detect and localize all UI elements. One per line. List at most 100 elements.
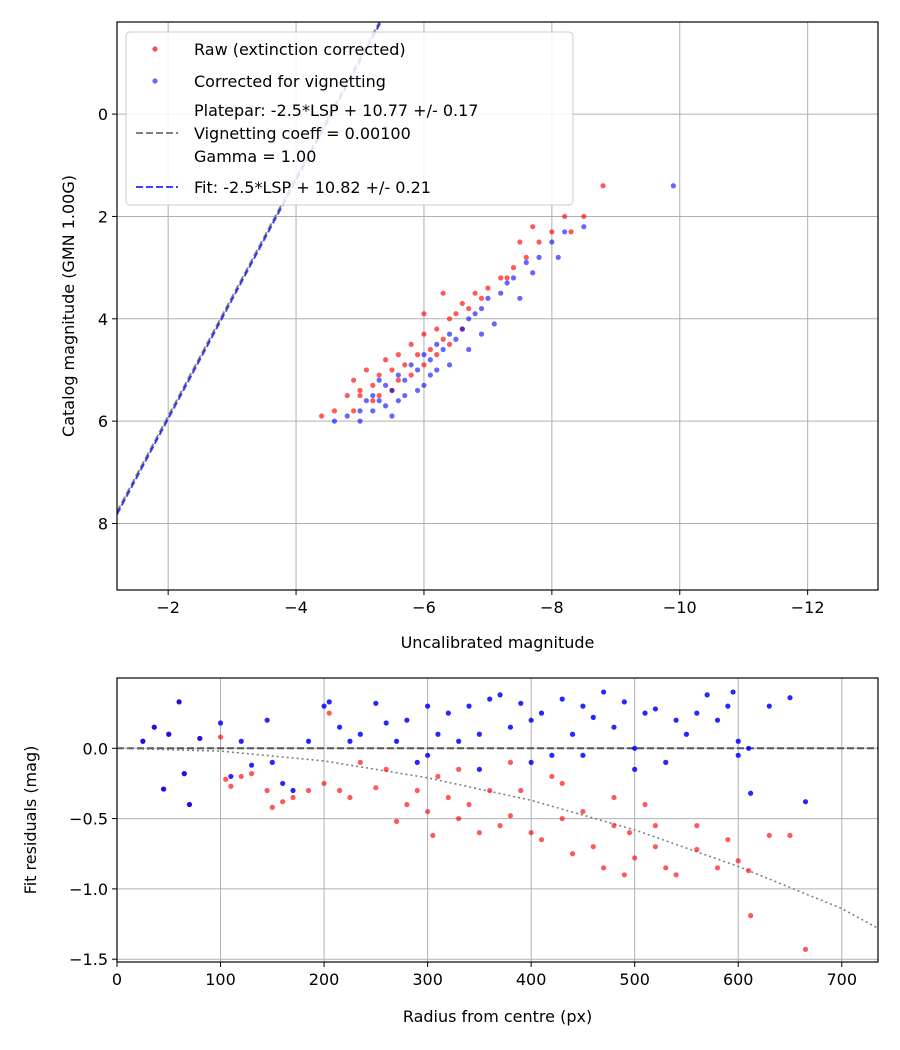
data-point (373, 700, 379, 706)
data-point (414, 352, 421, 358)
x-tick-label: 400 (516, 970, 547, 989)
data-point (446, 341, 453, 347)
data-point (264, 717, 270, 723)
x-tick-label: 300 (412, 970, 443, 989)
data-point (408, 372, 414, 378)
data-point (414, 759, 420, 765)
data-point (504, 280, 510, 286)
data-point (446, 331, 453, 337)
data-point (402, 377, 408, 383)
data-point (197, 735, 203, 742)
data-point (427, 346, 433, 353)
data-point (466, 346, 472, 353)
data-point (421, 311, 427, 317)
data-point (485, 285, 491, 291)
data-point (326, 710, 332, 716)
data-point (435, 731, 441, 737)
data-point (421, 362, 427, 368)
data-point (621, 872, 627, 878)
data-point (434, 352, 440, 358)
data-point (445, 710, 451, 716)
data-point (395, 352, 401, 358)
data-point (331, 418, 338, 424)
x-tick-label: 0 (112, 970, 122, 989)
data-point (601, 689, 607, 695)
data-point (404, 801, 410, 808)
data-point (181, 771, 187, 777)
data-point (766, 832, 772, 839)
data-point (376, 398, 382, 404)
data-point (370, 408, 376, 414)
data-point (357, 408, 363, 414)
bottom-plot-frame (116, 677, 879, 963)
data-point (425, 703, 431, 709)
data-point (319, 413, 325, 419)
data-point (652, 706, 658, 712)
bottom-corrected-points (140, 689, 809, 808)
data-point (538, 710, 545, 716)
x-tick-label: 100 (205, 970, 236, 989)
data-point (748, 790, 754, 796)
data-point (580, 703, 586, 709)
data-point (694, 823, 700, 829)
x-tick-label: −2 (156, 598, 180, 617)
data-point (683, 731, 690, 737)
data-point (238, 773, 244, 780)
data-point (507, 724, 514, 730)
data-point (363, 398, 370, 404)
data-point (395, 398, 401, 404)
legend-fit-label: Fit: -2.5*LSP + 10.82 +/- 0.21 (194, 178, 431, 197)
data-point (528, 759, 534, 765)
data-point (518, 700, 524, 706)
data-point (694, 710, 700, 716)
data-point (632, 855, 638, 861)
bottom-y-ticks: 0.0 −0.5 −1.0 −1.5 (69, 739, 117, 969)
bottom-panel: 0 100 200 300 400 500 600 700 0.0 −0.5 −1.0 −1.5 R… (21, 677, 879, 1026)
data-point (562, 229, 568, 235)
bottom-x-axis-label: Radius from centre (px) (403, 1007, 592, 1026)
data-point (440, 336, 446, 342)
data-point (530, 224, 536, 230)
data-point (459, 300, 465, 307)
data-point (305, 787, 312, 794)
data-point (498, 275, 504, 281)
data-point (510, 275, 517, 281)
y-tick-label: −0.5 (69, 810, 108, 829)
data-point (280, 780, 286, 787)
data-point (725, 703, 731, 709)
data-point (434, 326, 440, 332)
data-point (510, 265, 517, 271)
data-point (248, 762, 255, 768)
data-point (223, 776, 229, 782)
data-point (694, 846, 700, 853)
data-point (186, 801, 193, 808)
data-point (652, 844, 658, 850)
y-tick-label: 0 (98, 105, 108, 124)
data-point (435, 773, 441, 780)
data-point (456, 815, 462, 822)
top-panel: −2 −4 −6 −8 −10 −12 0 2 4 6 8 Uncalibrated magnit… (59, 21, 879, 652)
data-point (166, 731, 172, 737)
data-point (151, 724, 157, 730)
data-point (523, 259, 529, 266)
data-point (357, 392, 363, 399)
data-point (735, 858, 741, 864)
data-point (326, 699, 332, 705)
data-point (160, 786, 167, 792)
data-point (562, 213, 568, 220)
data-point (382, 382, 389, 388)
data-point (290, 787, 296, 794)
data-point (421, 352, 427, 358)
data-point (373, 785, 379, 791)
top-corrected-points (331, 183, 676, 424)
data-point (376, 392, 382, 399)
data-point (370, 392, 376, 399)
data-point (269, 804, 275, 810)
y-tick-label: −1.0 (69, 880, 108, 899)
data-point (787, 832, 793, 839)
top-plot-frame (116, 21, 879, 591)
data-point (466, 801, 472, 808)
data-point (590, 844, 596, 850)
data-point (472, 311, 478, 317)
data-point (581, 224, 587, 230)
